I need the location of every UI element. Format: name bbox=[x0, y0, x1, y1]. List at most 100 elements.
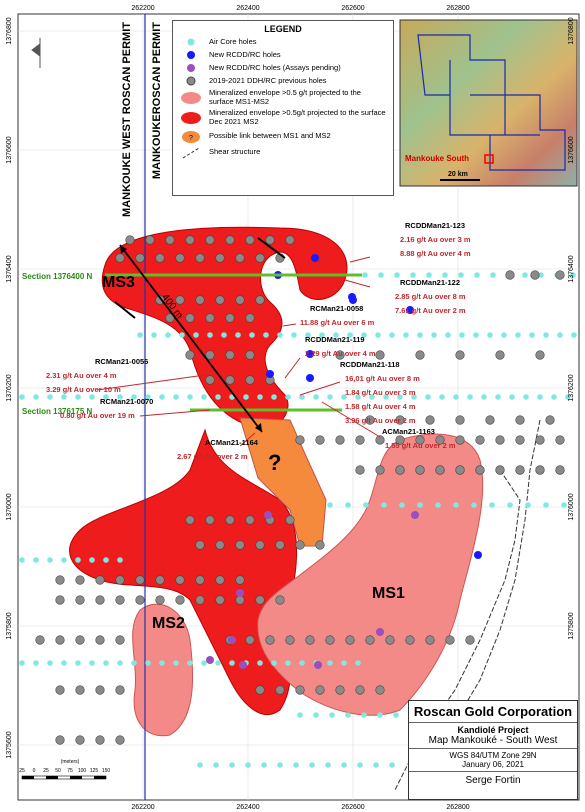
legend-item: Mineralized envelope >0.5 g/t projected … bbox=[179, 88, 387, 106]
new-hole bbox=[349, 296, 357, 304]
air-core-hole bbox=[61, 394, 67, 400]
air-core-hole bbox=[489, 502, 495, 508]
previous-hole bbox=[205, 313, 215, 323]
air-core-hole bbox=[327, 394, 333, 400]
air-core-hole bbox=[425, 394, 431, 400]
air-core-hole bbox=[187, 394, 193, 400]
legend-item: Air Core holes bbox=[179, 37, 387, 47]
new-hole bbox=[406, 306, 414, 314]
air-core-hole bbox=[561, 502, 567, 508]
previous-hole bbox=[305, 635, 315, 645]
previous-hole bbox=[185, 515, 195, 525]
legend-item: New RCDD/RC holes bbox=[179, 50, 387, 60]
air-core-hole bbox=[410, 272, 416, 278]
previous-hole bbox=[215, 595, 225, 605]
previous-hole bbox=[55, 635, 65, 645]
air-core-hole bbox=[299, 394, 305, 400]
map-title: Map Mankouké - South West bbox=[428, 735, 558, 746]
scale-tick-label: 100 bbox=[78, 768, 87, 774]
air-core-hole bbox=[445, 332, 451, 338]
air-core-hole bbox=[277, 762, 283, 768]
hole-result: 2.85 g/t Au over 8 m bbox=[395, 292, 466, 301]
scale-tick-label: 75 bbox=[67, 768, 73, 774]
air-core-hole bbox=[507, 502, 513, 508]
air-core-hole bbox=[439, 394, 445, 400]
air-core-hole bbox=[538, 272, 544, 278]
previous-hole bbox=[185, 350, 195, 360]
hole-name: ACMan21-1163 bbox=[382, 427, 435, 436]
air-core-hole bbox=[187, 660, 193, 666]
hole-name: RCMan21-0070 bbox=[100, 397, 153, 406]
previous-hole bbox=[555, 435, 565, 445]
air-core-hole bbox=[89, 557, 95, 563]
y-coord-label: 1376400 bbox=[6, 255, 13, 282]
inset-frame bbox=[399, 19, 578, 187]
previous-hole bbox=[155, 253, 165, 263]
air-core-hole bbox=[19, 394, 25, 400]
leader-line bbox=[96, 374, 206, 391]
previous-hole bbox=[255, 595, 265, 605]
previous-hole bbox=[165, 313, 175, 323]
previous-hole bbox=[265, 235, 275, 245]
y-coord-label: 1376400 bbox=[568, 255, 575, 282]
project-block: Kandiolé Project Map Mankouké - South We… bbox=[409, 723, 577, 749]
scale-unit: (meters) bbox=[61, 759, 80, 765]
previous-hole bbox=[115, 635, 125, 645]
hole-result: 7.61 g/t Au over 2 m bbox=[395, 306, 466, 315]
air-core-hole bbox=[333, 332, 339, 338]
air-core-hole bbox=[399, 502, 405, 508]
previous-hole bbox=[205, 375, 215, 385]
air-core-hole bbox=[61, 660, 67, 666]
previous-hole bbox=[415, 350, 425, 360]
air-core-hole bbox=[362, 272, 368, 278]
y-coord-label: 1376200 bbox=[6, 374, 13, 401]
air-core-hole bbox=[393, 712, 399, 718]
leader-line bbox=[344, 279, 371, 288]
air-core-hole bbox=[347, 332, 353, 338]
air-core-hole bbox=[215, 394, 221, 400]
air-core-hole bbox=[458, 272, 464, 278]
air-core-hole bbox=[285, 660, 291, 666]
air-core-hole bbox=[375, 332, 381, 338]
previous-hole bbox=[355, 465, 365, 475]
air-core-hole bbox=[453, 502, 459, 508]
datum: WGS 84/UTM Zone 29N bbox=[449, 751, 537, 760]
scale-tick-label: 150 bbox=[102, 768, 111, 774]
hole-name: RCMan21-0056 bbox=[95, 357, 148, 366]
scale-tick-label: 125 bbox=[90, 768, 99, 774]
air-core-hole bbox=[355, 660, 361, 666]
air-core-hole bbox=[345, 712, 351, 718]
air-core-hole bbox=[565, 394, 571, 400]
air-core-hole bbox=[378, 272, 384, 278]
air-core-hole bbox=[435, 502, 441, 508]
air-core-hole bbox=[179, 332, 185, 338]
previous-hole bbox=[275, 540, 285, 550]
previous-hole bbox=[155, 295, 165, 305]
air-core-hole bbox=[403, 332, 409, 338]
previous-hole bbox=[185, 313, 195, 323]
previous-hole bbox=[395, 435, 405, 445]
leader-line bbox=[299, 381, 341, 396]
air-core-hole bbox=[193, 332, 199, 338]
hole-result: 2.29 g/t Au over 4 m bbox=[305, 349, 376, 358]
air-core-hole bbox=[523, 394, 529, 400]
previous-hole bbox=[95, 735, 105, 745]
hole-result: 16,01 g/t Au over 8 m bbox=[345, 374, 420, 383]
y-coord-label: 1376000 bbox=[6, 493, 13, 520]
pending-hole bbox=[411, 511, 419, 519]
title-block: Roscan Gold Corporation Kandiolé Project… bbox=[408, 700, 578, 800]
previous-hole bbox=[195, 540, 205, 550]
air-core-hole bbox=[257, 394, 263, 400]
previous-hole bbox=[245, 375, 255, 385]
previous-hole bbox=[195, 253, 205, 263]
scale-tick-label: 50 bbox=[55, 768, 61, 774]
air-core-hole bbox=[417, 332, 423, 338]
air-core-hole bbox=[389, 332, 395, 338]
previous-hole bbox=[435, 435, 445, 445]
previous-hole bbox=[195, 575, 205, 585]
leader-line bbox=[282, 323, 297, 327]
x-coord-label: 262800 bbox=[446, 5, 469, 12]
air-core-hole bbox=[397, 394, 403, 400]
air-core-hole bbox=[345, 502, 351, 508]
air-core-hole bbox=[381, 502, 387, 508]
